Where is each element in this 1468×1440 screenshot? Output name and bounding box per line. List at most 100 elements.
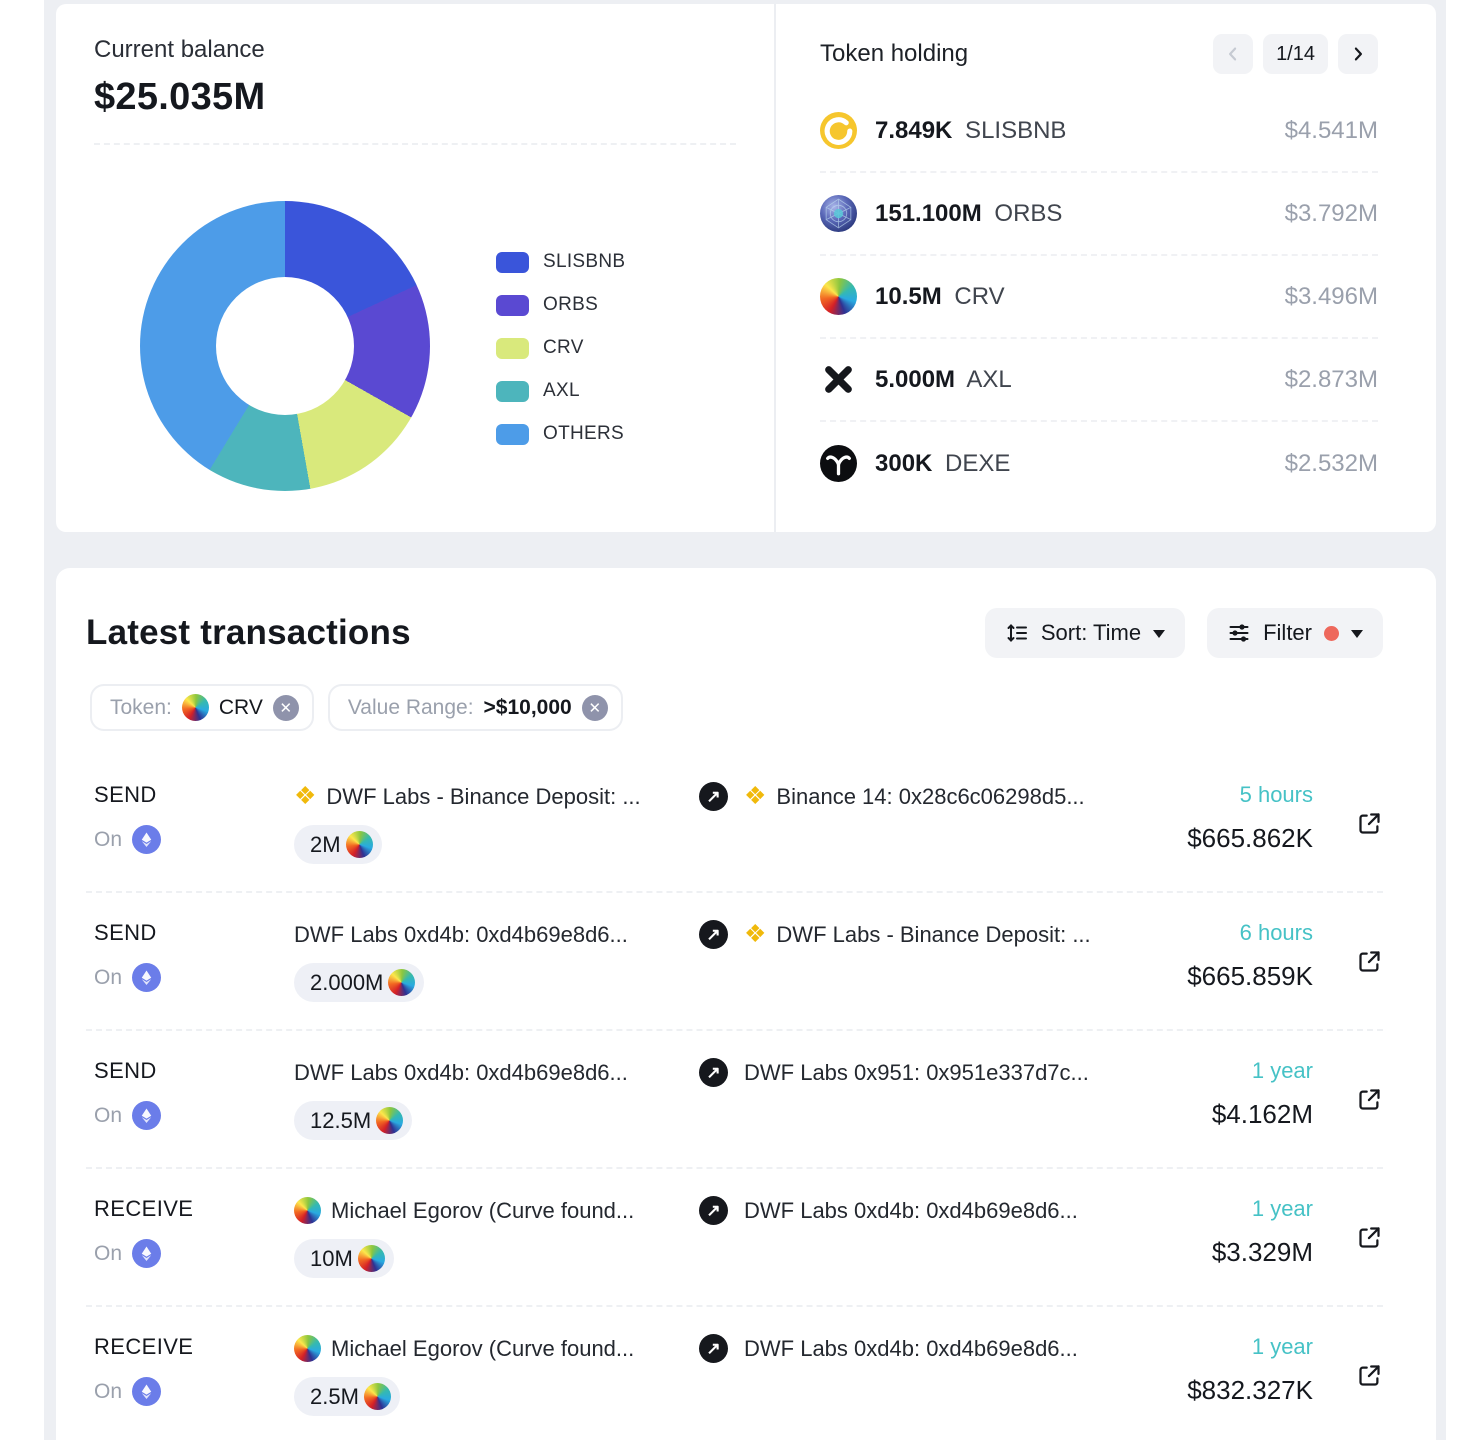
token-holding-row[interactable]: 300K DEXE $2.532M [820,422,1378,505]
legend-swatch [496,251,529,273]
chain-on-label: On [94,1379,123,1403]
token-list: 7.849K SLISBNB $4.541M 151.100M ORBS $3.… [820,90,1378,505]
sort-button-label: Sort: Time [1040,620,1142,645]
amount-value: 2.000M [310,969,384,995]
crv-token-icon [357,1245,385,1272]
to-address[interactable]: ❖ DWF Labs 0xd4b: 0xd4b69e8d6... [744,1198,1078,1224]
axl-token-icon [820,361,857,398]
ethereum-chain-icon [132,1239,162,1268]
transaction-usd-value: $832.327K [1187,1375,1313,1405]
to-address[interactable]: ❖ Binance 14: 0x28c6c06298d5... [744,784,1085,810]
from-address[interactable]: ❖ Michael Egorov (Curve found... [294,1335,699,1362]
token-holding-title: Token holding [820,40,969,67]
external-link-button[interactable] [1313,1334,1383,1416]
external-link-button[interactable] [1313,782,1383,864]
transfer-arrow-icon: ↗ [699,1334,728,1363]
next-page-button[interactable] [1338,34,1378,74]
legend-label: ORBS [543,294,599,315]
slisbnb-token-icon [820,112,857,149]
transaction-row[interactable]: SEND On ❖ DWF Labs 0xd4b: 0xd4b69e8d6...… [86,891,1383,1029]
from-address[interactable]: ❖ DWF Labs 0xd4b: 0xd4b69e8d6... [294,922,699,948]
filter-chip-value: CRV [218,695,263,719]
token-holding-pagination: 1/14 [1213,34,1378,74]
token-usd-value: $2.532M [1284,449,1378,477]
external-link-icon [1359,1089,1380,1110]
transaction-row[interactable]: RECEIVE On ❖ Michael Egorov (Curve found… [86,1305,1383,1440]
token-holding-row[interactable]: 151.100M ORBS $3.792M [820,173,1378,256]
transaction-row[interactable]: SEND On ❖ DWF Labs 0xd4b: 0xd4b69e8d6...… [86,1029,1383,1167]
amount-value: 12.5M [310,1107,372,1133]
chain-on-label: On [94,965,123,989]
token-amount: 5.000M [875,365,956,393]
to-address[interactable]: ❖ DWF Labs - Binance Deposit: ... [744,922,1091,948]
token-usd-value: $3.792M [1284,199,1378,227]
prev-page-button[interactable] [1213,34,1254,74]
token-amount: 151.100M [875,199,982,227]
legend-item: CRV [496,337,625,359]
binance-icon: ❖ [744,783,767,810]
filter-button[interactable]: Filter [1207,608,1383,658]
to-address-label: Binance 14: 0x28c6c06298d5... [776,783,1085,809]
from-address-label: DWF Labs 0xd4b: 0xd4b69e8d6... [294,1059,628,1085]
crv-token-icon [294,1197,321,1224]
from-address[interactable]: ❖ DWF Labs - Binance Deposit: ... [294,784,699,810]
external-link-icon [1359,813,1380,834]
filter-chip-value: >$10,000 [483,695,572,719]
filter-chip-token[interactable]: Token: CRV ✕ [90,684,314,731]
transaction-time: 1 year [1251,1058,1313,1083]
amount-pill: 12.5M [294,1101,413,1140]
filter-chip-value-range[interactable]: Value Range: >$10,000 ✕ [327,684,623,731]
to-address-label: DWF Labs 0xd4b: 0xd4b69e8d6... [744,1197,1078,1223]
ethereum-chain-icon [132,963,162,992]
transaction-time: 6 hours [1239,920,1313,945]
transaction-usd-value: $665.862K [1187,823,1313,853]
transfer-arrow-icon: ↗ [699,920,728,949]
transfer-arrow-icon: ↗ [699,782,728,811]
chain-on-label: On [94,1103,123,1127]
remove-filter-button[interactable]: ✕ [581,694,608,721]
chart-legend: SLISBNB ORBS CRV AXL OTHERS [496,251,625,491]
page-background: Current balance $25.035M SLISBNB ORBS CR… [44,0,1446,1440]
sort-button[interactable]: Sort: Time [984,608,1186,658]
legend-label: SLISBNB [543,251,626,272]
amount-value: 10M [310,1245,353,1271]
external-link-button[interactable] [1313,1058,1383,1140]
token-usd-value: $2.873M [1284,365,1378,393]
external-link-button[interactable] [1313,920,1383,1002]
token-holding-row[interactable]: 5.000M AXL $2.873M [820,339,1378,422]
transaction-row[interactable]: SEND On ❖ DWF Labs - Binance Deposit: ..… [86,755,1383,891]
legend-label: CRV [543,337,584,358]
transaction-row[interactable]: RECEIVE On ❖ Michael Egorov (Curve found… [86,1167,1383,1305]
token-symbol: CRV [947,282,1005,310]
latest-transactions-card: Latest transactions Sort: Time Filter To… [56,568,1436,1440]
transaction-type: SEND [94,782,157,807]
transaction-time: 5 hours [1239,782,1313,807]
crv-token-icon [820,278,857,315]
current-balance-panel: Current balance $25.035M SLISBNB ORBS CR… [56,4,776,532]
from-address[interactable]: ❖ Michael Egorov (Curve found... [294,1197,699,1224]
to-address[interactable]: ❖ DWF Labs 0xd4b: 0xd4b69e8d6... [744,1336,1078,1362]
chain-on-label: On [94,1241,123,1265]
amount-value: 2.5M [310,1383,359,1409]
filter-active-dot [1324,625,1339,641]
filter-chip-label: Token: [110,695,172,719]
to-address-label: DWF Labs - Binance Deposit: ... [776,921,1091,947]
external-link-button[interactable] [1313,1196,1383,1278]
from-address-label: Michael Egorov (Curve found... [331,1335,635,1361]
chevron-left-icon [1229,47,1237,61]
orbs-token-icon [820,195,857,232]
remove-filter-button[interactable]: ✕ [272,694,299,721]
legend-item: ORBS [496,294,625,316]
token-symbol: AXL [961,365,1012,393]
from-address[interactable]: ❖ DWF Labs 0xd4b: 0xd4b69e8d6... [294,1060,699,1086]
external-link-icon [1359,951,1380,972]
chevron-down-icon [1153,630,1166,644]
transfer-arrow-icon: ↗ [699,1196,728,1225]
token-holding-row[interactable]: 10.5M CRV $3.496M [820,256,1378,339]
to-address[interactable]: ❖ DWF Labs 0x951: 0x951e337d7c... [744,1060,1089,1086]
binance-icon: ❖ [744,921,767,948]
transaction-usd-value: $4.162M [1211,1099,1313,1129]
transaction-type: RECEIVE [94,1334,194,1359]
sort-icon [1007,624,1027,642]
token-holding-row[interactable]: 7.849K SLISBNB $4.541M [820,90,1378,173]
